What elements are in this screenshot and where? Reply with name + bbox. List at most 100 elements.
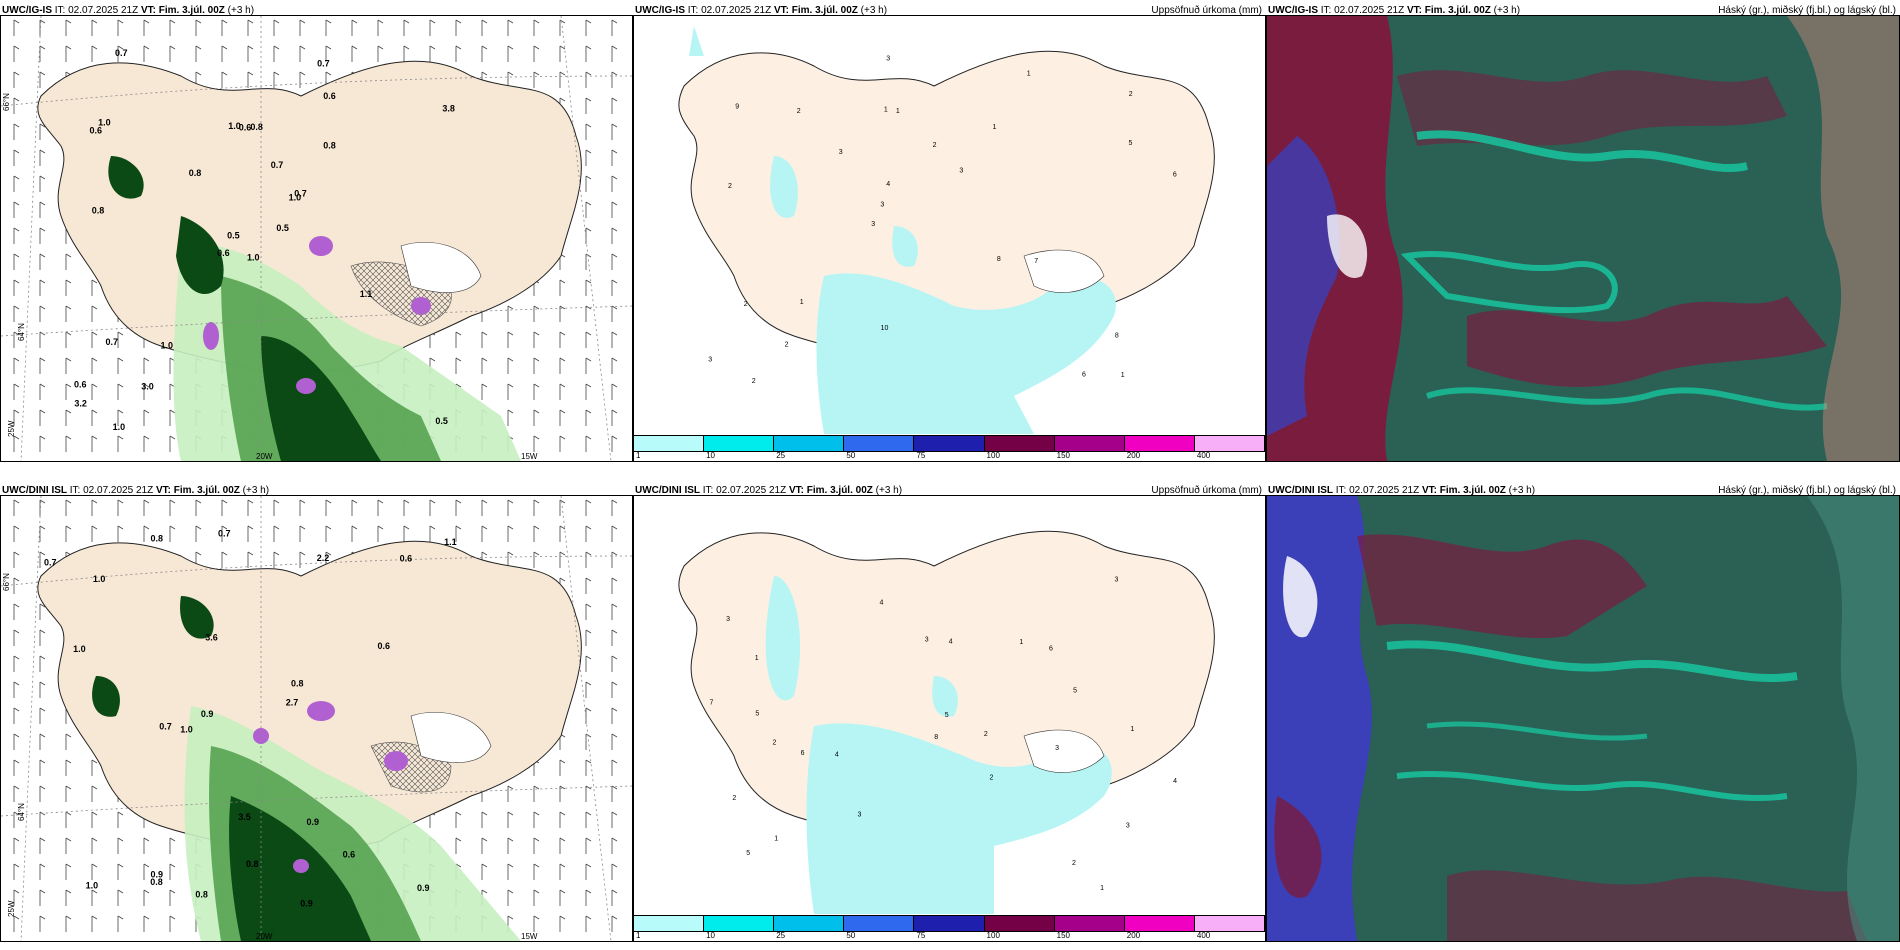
value-label: 7 (710, 699, 714, 706)
init-time: 02.07.2025 21Z (1349, 485, 1420, 496)
value-label: 3 (871, 221, 875, 228)
row1-p3-map[interactable] (1266, 15, 1900, 462)
value-label: 3 (708, 356, 712, 363)
value-label: 3 (858, 812, 862, 819)
colorbar-swatch (844, 916, 915, 931)
vt-label: VT: (1421, 485, 1437, 496)
value-label: 0.8 (323, 140, 336, 150)
value-label: 0.5 (227, 231, 240, 241)
colorbar-tick: 100 (986, 931, 1000, 940)
colorbar-tick: 75 (916, 451, 926, 460)
cloud-title: Háský (gr.), miðský (fj.bl.) og lágský (… (1718, 5, 1896, 16)
valid-time: Fim. 3.júl. 00Z (791, 5, 858, 16)
lon25-label: 25W (7, 420, 16, 437)
value-label: 4 (835, 751, 839, 758)
colorbar-tick: 100 (986, 451, 1000, 460)
value-label: 0.7 (106, 337, 119, 347)
value-label: 2 (732, 795, 736, 802)
colorbar-tick: 1 (636, 931, 641, 940)
init-time: 02.07.2025 21Z (68, 5, 139, 16)
lead-time: (+3 h) (875, 485, 903, 496)
it-label: IT: (702, 485, 714, 496)
value-label: 3.8 (442, 104, 455, 114)
colorbar-swatch (774, 436, 845, 451)
it-label: IT: (1335, 485, 1347, 496)
colorbar-swatch (1054, 916, 1125, 931)
cloud-map (1267, 16, 1899, 461)
row2-p1-map[interactable]: 66°N 64°N 25W 20W 15W 0.8 0.9 0.9 0.6 0.8 1.0… (0, 495, 633, 942)
value-label: 9 (735, 104, 739, 111)
value-label: 1.0 (289, 192, 302, 202)
rain-wind-map: 66°N 64°N 25W 20W 15W 0.80.90.90.60.81.0… (1, 496, 632, 941)
value-label: 1.1 (444, 537, 457, 547)
vt-label: VT: (155, 485, 171, 496)
value-label: 3.6 (205, 633, 218, 643)
row2-p3-map[interactable] (1266, 495, 1900, 942)
value-label: 2.7 (286, 697, 299, 707)
row2-p1-title: UWC/DINI ISL IT: 02.07.2025 21Z VT: Fim.… (2, 485, 269, 496)
row2-panel1: UWC/DINI ISL IT: 02.07.2025 21Z VT: Fim.… (0, 480, 633, 950)
value-label: 6 (801, 750, 805, 757)
value-label: 10 (881, 325, 889, 332)
colorbar-swatch (1194, 916, 1265, 931)
colorbar-swatch (1124, 436, 1195, 451)
value-label: 0.6 (400, 554, 413, 564)
value-label: 5 (755, 711, 759, 718)
cloud-map (1267, 496, 1899, 941)
value-label: 0.9 (201, 709, 214, 719)
valid-time: Fim. 3.júl. 00Z (158, 5, 225, 16)
value-label: 1.0 (98, 118, 111, 128)
value-label: 7 (1034, 258, 1038, 265)
model-name: UWC/DINI ISL (2, 485, 67, 496)
value-label: 0.7 (44, 557, 57, 567)
value-label: 2 (984, 731, 988, 738)
colorbar-swatch (634, 916, 705, 931)
value-label: 3 (726, 616, 730, 623)
rain-value-labels: 0.80.90.90.60.81.00.70.90.73.60.60.80.93… (44, 528, 457, 908)
value-label: 1 (800, 299, 804, 306)
colorbar-tick: 10 (706, 931, 716, 940)
init-time: 02.07.2025 21Z (716, 485, 787, 496)
value-label: 0.6 (323, 91, 336, 101)
value-label: 6 (1049, 646, 1053, 653)
value-label: 3.2 (74, 399, 87, 409)
lead-time: (+3 h) (227, 5, 255, 16)
lat64-label: 64°N (17, 803, 26, 821)
value-label: 1 (896, 108, 900, 115)
value-label: 2 (990, 775, 994, 782)
value-label: 1.0 (93, 574, 106, 584)
value-label: 8 (1115, 333, 1119, 340)
value-label: 2 (752, 378, 756, 385)
model-name: UWC/IG-IS (2, 5, 52, 16)
precip-map: 1 2 2 3 1 2 1 2 2 3 3 2 1 3 7 9 3 6 8 5 3 10 4 2 1 1 6 8 (634, 16, 1265, 434)
value-label: 0.8 (189, 168, 202, 178)
value-label: 1.0 (161, 341, 174, 351)
value-label: 0.7 (159, 722, 172, 732)
valid-time: Fim. 3.júl. 00Z (173, 485, 240, 496)
value-label: 1 (1100, 885, 1104, 892)
value-label: 0.5 (435, 416, 448, 426)
value-label: 0.8 (151, 534, 164, 544)
init-time: 02.07.2025 21Z (701, 5, 772, 16)
init-time: 02.07.2025 21Z (1334, 5, 1405, 16)
value-label: 2 (773, 740, 777, 747)
colorbar-swatch (1194, 436, 1265, 451)
value-label: 6 (1082, 372, 1086, 379)
colorbar-tick: 50 (846, 451, 856, 460)
vt-label: VT: (1406, 5, 1422, 16)
value-label: 3.0 (141, 382, 154, 392)
row2-p2-title: UWC/DINI ISL IT: 02.07.2025 21Z VT: Fim.… (635, 485, 902, 496)
row1-p3-title: UWC/IG-IS IT: 02.07.2025 21Z VT: Fim. 3.… (1268, 5, 1520, 16)
value-label: 8 (934, 734, 938, 741)
row1-p1-map[interactable]: 66°N 64°N 25W 20W 15W 1.0 0.6 0.5 0.6 1.0 1.0… (0, 15, 633, 462)
precip-map: 1 2 2 3 3 1 1 4 6 3 1 2 3 4 2 2 3 5 7 5 3 4 5 4 1 5 6 8 (634, 496, 1265, 914)
value-label: 0.9 (151, 869, 164, 879)
precip-title: Uppsöfnuð úrkoma (mm) (1151, 485, 1262, 496)
lead-time: (+3 h) (1493, 5, 1521, 16)
colorbar-swatch (844, 436, 915, 451)
value-label: 0.7 (271, 160, 284, 170)
value-label: 0.6 (90, 126, 103, 136)
row1-p2-map[interactable]: 1 2 2 3 1 2 1 2 2 3 3 2 1 3 7 9 3 6 8 5 3 10 4 2 1 1 6 8 1 10 25 50 75 1… (633, 15, 1266, 462)
value-label: 2 (933, 142, 937, 149)
